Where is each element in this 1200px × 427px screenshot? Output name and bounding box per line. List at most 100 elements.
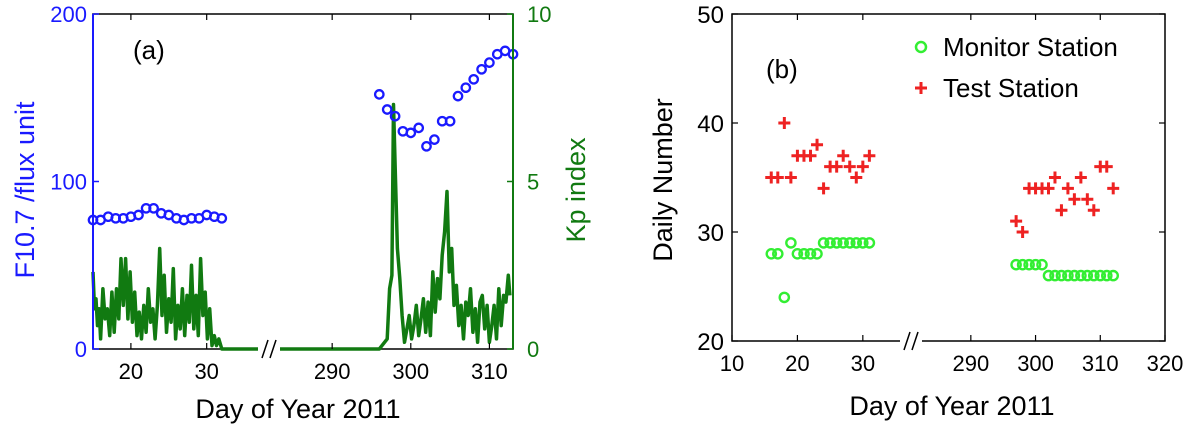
panel-label-b: (b) (766, 54, 798, 84)
monitor-point (778, 291, 791, 304)
test-point (771, 171, 784, 184)
test-point (830, 160, 843, 173)
x-tick-label-a: 310 (471, 359, 508, 384)
monitor-point (1010, 258, 1022, 271)
f107-point (381, 104, 393, 115)
monitor-point (811, 247, 823, 260)
test-point (1042, 182, 1055, 195)
axis-break-mask-b (900, 329, 922, 353)
test-point (811, 138, 824, 151)
f107-series (87, 45, 519, 226)
x-tick-label-b: 20 (785, 351, 809, 376)
monitor-point (1088, 269, 1100, 282)
f107-point (389, 110, 401, 122)
x-tick-label-a: 20 (119, 359, 143, 384)
y-tick-label-b: 30 (697, 220, 724, 247)
x-tick-label-b: 300 (1017, 351, 1054, 376)
f107-point (444, 115, 456, 127)
monitor-point (1016, 258, 1029, 271)
x-tick-label-b: 320 (1147, 351, 1184, 376)
monitor-point (1049, 269, 1061, 282)
monitor-point (772, 247, 784, 260)
monitor-point (1062, 269, 1074, 282)
legend-marker-monitor (914, 40, 928, 54)
monitor-point (1036, 258, 1048, 271)
x-axis-label-b: Day of Year 2011 (849, 391, 1054, 421)
f107-point (429, 134, 440, 145)
legend: Monitor Station Test Station (914, 32, 1118, 103)
monitor-point (1068, 269, 1081, 282)
f107-point (468, 73, 480, 85)
monitor-point (1029, 258, 1042, 271)
y-tick-label-left: 200 (50, 2, 87, 27)
x-tick-label-b: 10 (720, 351, 744, 376)
y-axis-label-b: Daily Number (648, 98, 678, 262)
x-tick-label-b: 290 (952, 351, 989, 376)
y-axis-label-right: Kp index (561, 137, 591, 243)
scatter-points (765, 117, 1120, 304)
f107-point (216, 212, 228, 224)
monitor-point (1101, 269, 1113, 282)
monitor-point (798, 247, 810, 260)
y-tick-label-left: 0 (75, 337, 87, 362)
f107-point (148, 202, 159, 214)
monitor-point (857, 237, 869, 249)
f107-point (405, 127, 417, 139)
test-point (784, 171, 797, 184)
plot-frame-b (731, 13, 1166, 342)
test-point (850, 171, 863, 184)
axis-break-mask-a (258, 337, 280, 361)
monitor-point (1075, 269, 1087, 282)
f107-point (452, 90, 464, 102)
test-point (1087, 204, 1100, 217)
f107-point (476, 63, 487, 75)
y-tick-label-right: 0 (527, 337, 539, 362)
axes-a: 20 30 290 300 310 0 100 200 0 5 10 (50, 2, 551, 384)
panel-a: 20 30 290 300 310 0 100 200 0 5 10 (a) Day of Year… (10, 2, 591, 424)
x-tick-label-a: 300 (392, 359, 429, 384)
f107-point (484, 57, 495, 68)
test-point (1107, 182, 1120, 195)
test-point (843, 160, 856, 173)
legend-label-test: Test Station (943, 73, 1079, 103)
monitor-point (1094, 269, 1107, 282)
f107-point (421, 140, 432, 152)
x-axis-label-a: Day of Year 2011 (195, 394, 400, 424)
y-tick-label-b: 50 (697, 2, 724, 29)
monitor-point (785, 237, 797, 249)
y-tick-label-b: 40 (697, 111, 724, 138)
x-tick-label-a: 290 (314, 359, 351, 384)
legend-marker-test (915, 82, 927, 94)
test-point (1055, 204, 1068, 217)
monitor-point (850, 237, 863, 249)
panel-label-a: (a) (133, 35, 165, 65)
f107-point (133, 209, 144, 221)
monitor-point (863, 237, 876, 249)
x-tick-label-a: 30 (194, 359, 218, 384)
monitor-point (824, 237, 836, 249)
monitor-point (830, 237, 843, 249)
test-point (1016, 226, 1029, 238)
f107-point (460, 82, 472, 94)
monitor-point (1081, 269, 1094, 282)
monitor-point (804, 247, 817, 260)
monitor-point (1107, 269, 1119, 282)
monitor-point (791, 247, 804, 260)
monitor-point (1055, 269, 1068, 282)
test-point (804, 149, 817, 162)
y-tick-label-right: 10 (527, 2, 551, 27)
kp-line (91, 102, 512, 351)
kp-series (91, 102, 512, 351)
y-tick-label-b: 20 (697, 329, 724, 356)
f107-point (373, 89, 385, 100)
x-tick-label-b: 310 (1082, 351, 1119, 376)
test-point (1081, 193, 1094, 206)
test-point (1061, 182, 1074, 195)
monitor-point (844, 237, 856, 249)
y-tick-label-right: 5 (527, 170, 539, 195)
monitor-point (1023, 258, 1035, 271)
axis-break-a (269, 339, 277, 359)
